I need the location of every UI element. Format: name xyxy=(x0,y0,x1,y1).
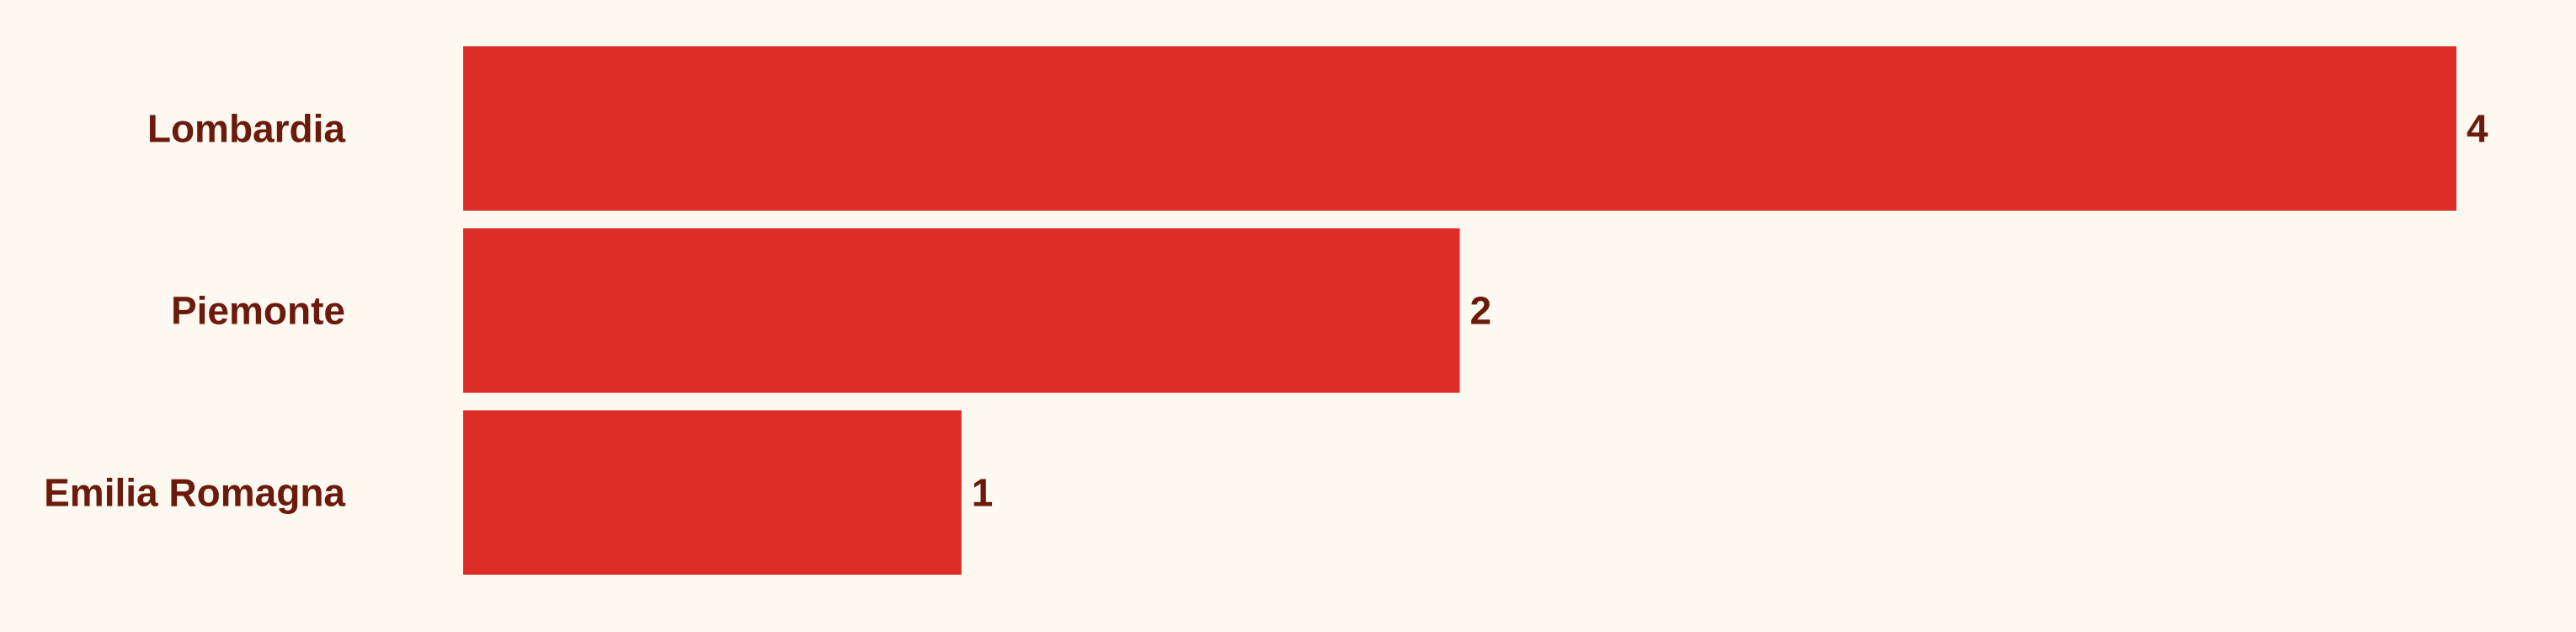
category-label: Piemonte xyxy=(171,289,345,333)
labels-layer: Lombardia 4 Piemonte 2 Emilia Romagna 1 xyxy=(44,107,2488,515)
value-label: 1 xyxy=(972,471,994,515)
value-label: 4 xyxy=(2467,107,2488,151)
value-label: 2 xyxy=(1470,289,1492,333)
category-label: Emilia Romagna xyxy=(44,471,345,515)
bar-lombardia xyxy=(463,46,2456,211)
category-label: Lombardia xyxy=(147,107,346,151)
bar-emilia-romagna xyxy=(463,410,962,575)
bar-piemonte xyxy=(463,228,1460,393)
bars-layer xyxy=(463,46,2456,575)
